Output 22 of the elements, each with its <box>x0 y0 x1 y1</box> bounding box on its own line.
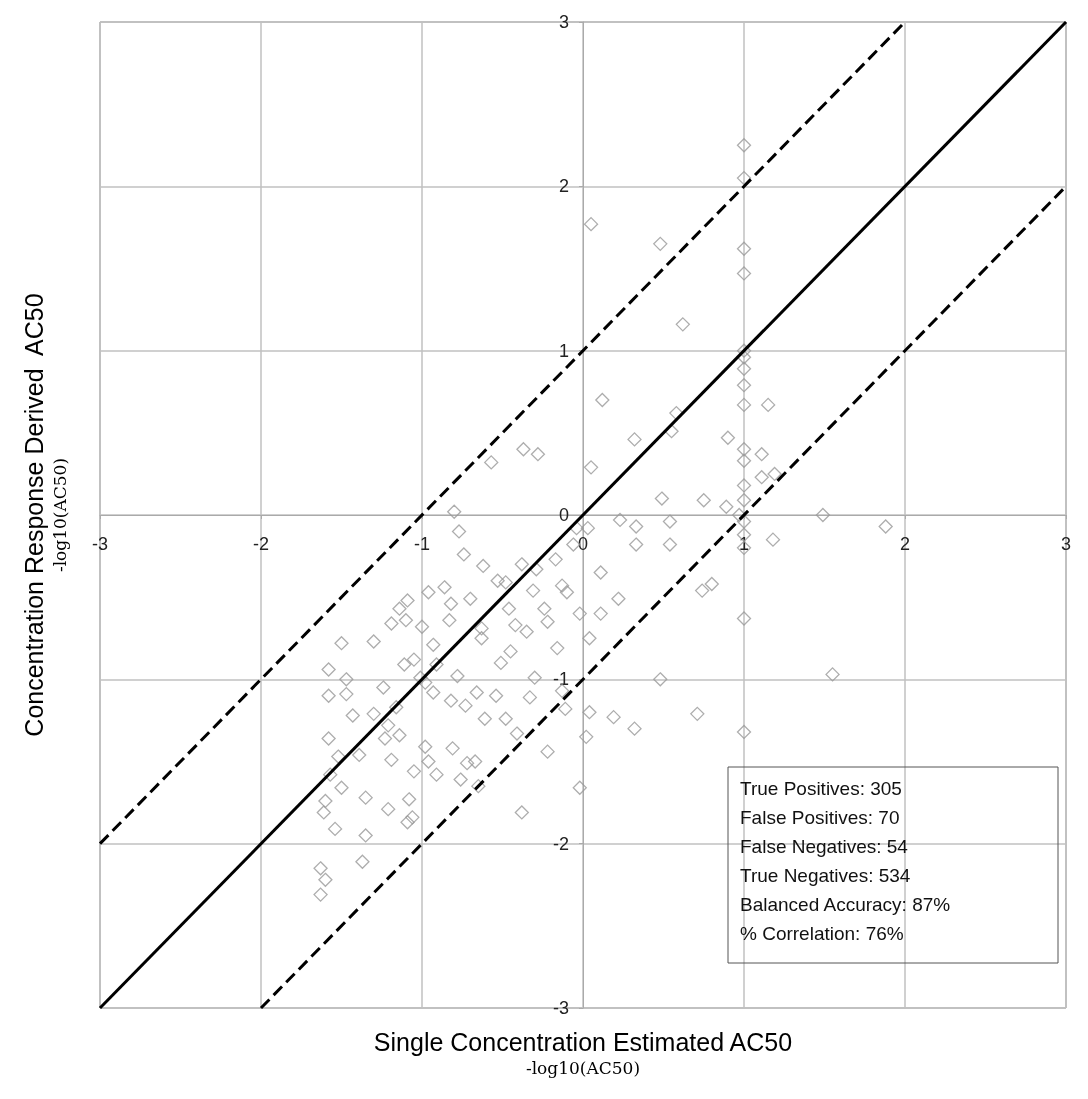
y-tick-label: -2 <box>552 833 569 854</box>
annotation: True Positives: 305 <box>740 778 902 799</box>
y-tick-label: -3 <box>552 998 569 1018</box>
x-tick-label: 2 <box>899 534 911 554</box>
y-tick-label: -1 <box>552 669 569 690</box>
x-axis-title: Single Concentration Estimated AC50 -log10(AC50) <box>373 1028 793 1078</box>
y-tick-label: 3 <box>558 12 569 32</box>
annotation: False Negatives: 54 <box>740 836 909 857</box>
annotation: False Positives: 70 <box>740 807 900 828</box>
y-tick-label: 2 <box>558 176 569 197</box>
y-axis-title: Concentration Response Derived AC50 -log10(AC50) <box>20 293 70 737</box>
x-tick-label: 0 <box>577 534 589 554</box>
annotation: True Negatives: 534 <box>740 865 911 886</box>
y-tick-label: 1 <box>558 340 569 361</box>
x-tick-label: -1 <box>413 534 431 554</box>
x-tick-label: -3 <box>91 534 109 554</box>
x-tick-label: 3 <box>1060 534 1072 554</box>
annotation: Balanced Accuracy: 87% <box>740 894 951 915</box>
x-tick-label: 1 <box>738 534 750 554</box>
x-tick-label: -2 <box>252 534 270 554</box>
y-tick-label: 0 <box>558 505 569 525</box>
annotation: % Correlation: 76% <box>740 923 904 944</box>
